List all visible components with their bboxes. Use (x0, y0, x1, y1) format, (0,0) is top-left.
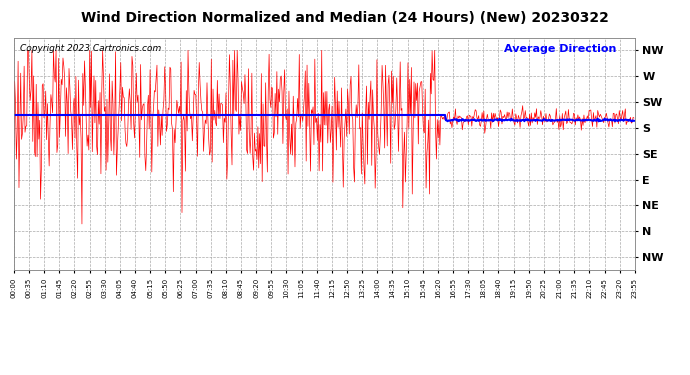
Text: Copyright 2023 Cartronics.com: Copyright 2023 Cartronics.com (20, 45, 161, 54)
Text: Wind Direction Normalized and Median (24 Hours) (New) 20230322: Wind Direction Normalized and Median (24… (81, 11, 609, 25)
Text: Average Direction: Average Direction (504, 45, 616, 54)
